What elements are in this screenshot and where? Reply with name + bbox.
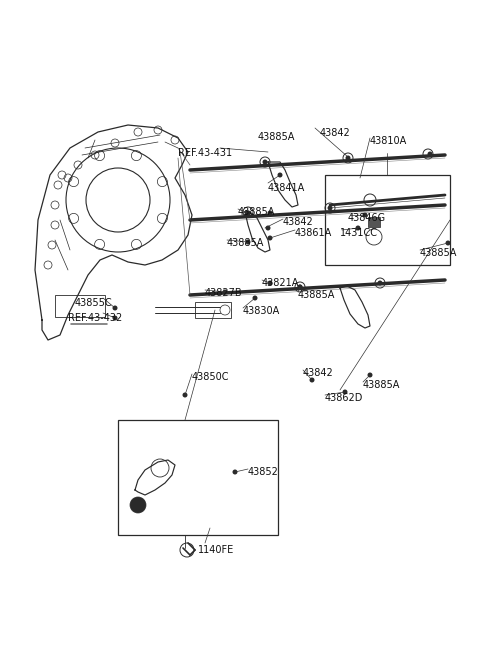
Text: 43810A: 43810A: [370, 136, 407, 146]
Text: 43862D: 43862D: [325, 393, 363, 403]
Text: 43821A: 43821A: [262, 278, 300, 288]
Bar: [195, 302, 231, 318]
Circle shape: [112, 316, 118, 320]
Circle shape: [368, 373, 372, 377]
Circle shape: [327, 206, 333, 210]
Circle shape: [263, 160, 267, 164]
Text: 1140FE: 1140FE: [198, 545, 234, 555]
Bar: [55, 295, 105, 317]
Circle shape: [298, 284, 302, 290]
Text: 43846G: 43846G: [348, 213, 386, 223]
Text: 43842: 43842: [283, 217, 314, 227]
Circle shape: [377, 280, 383, 286]
Text: 1431CC: 1431CC: [340, 228, 378, 238]
Circle shape: [223, 290, 228, 295]
Text: 43841A: 43841A: [268, 183, 305, 193]
Text: 43885A: 43885A: [227, 238, 264, 248]
Circle shape: [245, 240, 251, 244]
Circle shape: [245, 210, 251, 215]
Bar: [118, 420, 278, 535]
Text: REF.43-431: REF.43-431: [178, 148, 232, 158]
Text: 43852: 43852: [248, 467, 279, 477]
Circle shape: [343, 390, 348, 394]
Circle shape: [267, 280, 273, 286]
Circle shape: [130, 497, 146, 513]
Text: REF.43-432: REF.43-432: [68, 313, 122, 323]
Circle shape: [356, 225, 360, 231]
Circle shape: [232, 470, 238, 474]
Text: 43842: 43842: [303, 368, 334, 378]
Circle shape: [362, 212, 368, 217]
Text: 43827B: 43827B: [205, 288, 242, 298]
Circle shape: [267, 210, 273, 215]
Circle shape: [346, 155, 350, 160]
Circle shape: [245, 210, 251, 215]
Circle shape: [298, 284, 302, 290]
Text: 43855C: 43855C: [75, 298, 113, 308]
Bar: [368, 217, 380, 227]
Circle shape: [277, 172, 283, 178]
Text: 43885A: 43885A: [238, 207, 276, 217]
Circle shape: [267, 236, 273, 240]
Circle shape: [252, 295, 257, 301]
Text: 43842: 43842: [320, 128, 351, 138]
Circle shape: [445, 240, 451, 246]
Text: 43885A: 43885A: [363, 380, 400, 390]
Circle shape: [265, 225, 271, 231]
Text: 43885A: 43885A: [420, 248, 457, 258]
Circle shape: [112, 305, 118, 310]
Text: 43885A: 43885A: [298, 290, 336, 300]
Text: 43885A: 43885A: [258, 132, 295, 142]
Text: 43861A: 43861A: [295, 228, 332, 238]
Circle shape: [182, 392, 188, 398]
Circle shape: [310, 377, 314, 383]
Bar: [325, 175, 450, 265]
Text: 43850C: 43850C: [192, 372, 229, 382]
Text: 43830A: 43830A: [243, 306, 280, 316]
Circle shape: [428, 151, 432, 157]
